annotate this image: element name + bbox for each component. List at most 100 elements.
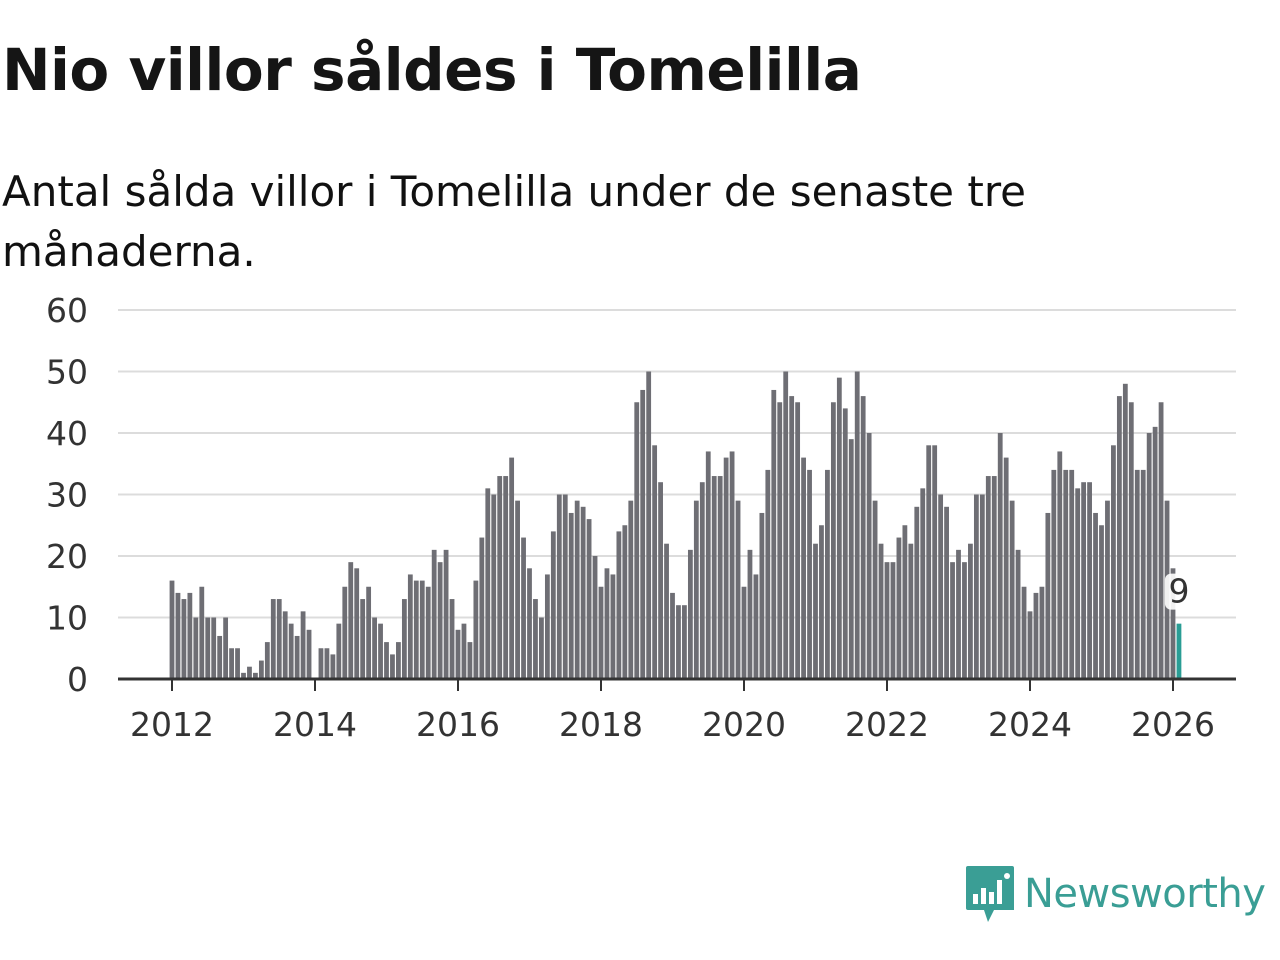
- bar: [664, 543, 669, 679]
- bar: [562, 494, 568, 679]
- bar: [223, 617, 229, 679]
- bar: [1140, 469, 1146, 679]
- bar: [533, 599, 538, 679]
- bar: [300, 611, 306, 679]
- bar: [521, 537, 526, 679]
- bar: [461, 623, 467, 679]
- bar: [515, 500, 520, 679]
- bar: [765, 469, 771, 679]
- bar: [330, 654, 336, 679]
- bar: [175, 592, 181, 679]
- bar: [693, 500, 699, 679]
- bar: [628, 500, 634, 679]
- bar: [878, 543, 884, 679]
- x-tick-label: 2014: [273, 705, 357, 744]
- bar: [1033, 592, 1039, 679]
- bar: [527, 568, 532, 679]
- bar: [1105, 500, 1110, 679]
- bar: [1057, 451, 1063, 679]
- bar: [1146, 433, 1152, 679]
- bar: [1099, 525, 1104, 679]
- bar: [193, 617, 199, 679]
- bar: [1116, 396, 1122, 679]
- bar: [598, 586, 604, 679]
- data-label: 9: [1168, 572, 1189, 611]
- bar: [860, 396, 866, 679]
- bar: [1021, 586, 1027, 679]
- bar: [836, 377, 842, 679]
- bar: [699, 482, 705, 679]
- bar: [497, 476, 503, 679]
- bar: [771, 389, 777, 679]
- bar: [854, 371, 860, 679]
- bar: [801, 457, 806, 679]
- bar: [1003, 457, 1009, 679]
- bar: [264, 642, 270, 679]
- x-tick-label: 2016: [416, 705, 500, 744]
- bar: [842, 408, 848, 679]
- bar: [735, 500, 741, 679]
- bar: [354, 568, 360, 679]
- bar: [556, 494, 562, 679]
- bar: [372, 617, 377, 679]
- bar: [419, 580, 425, 679]
- bar: [866, 433, 872, 679]
- bar: [199, 586, 205, 679]
- bar: [908, 543, 914, 679]
- bar: [938, 494, 944, 679]
- bar: [205, 617, 211, 679]
- bar: [407, 574, 413, 679]
- bar: [217, 635, 223, 679]
- bar: [425, 586, 431, 679]
- bar: [401, 599, 407, 679]
- y-tick-label: 40: [46, 414, 88, 453]
- bar: [449, 599, 455, 679]
- y-tick-label: 30: [46, 476, 88, 515]
- bar: [723, 457, 729, 679]
- bar-highlight: [1176, 623, 1182, 679]
- bar: [1063, 469, 1069, 679]
- bar: [485, 488, 491, 679]
- bar: [962, 562, 967, 679]
- bar: [825, 469, 830, 679]
- bar: [747, 549, 753, 679]
- bar: [687, 549, 693, 679]
- y-axis-ticks: 0 10 20 30 40 50 60: [46, 291, 88, 699]
- bar: [920, 488, 926, 679]
- bar: [336, 623, 342, 679]
- x-tick-label: 2022: [845, 705, 929, 744]
- bar: [1075, 488, 1081, 679]
- bar: [819, 525, 824, 679]
- bar: [544, 574, 550, 679]
- bar: [270, 599, 276, 679]
- bar: [437, 562, 443, 679]
- chart-subtitle: Antal sålda villor i Tomelilla under de …: [2, 167, 1027, 276]
- bar: [658, 482, 663, 679]
- bar: [431, 549, 437, 679]
- bar: [705, 451, 711, 679]
- bar: [384, 642, 389, 679]
- bar: [1045, 512, 1051, 679]
- bar: [1093, 512, 1098, 679]
- bar: [366, 586, 372, 679]
- bar: [1027, 611, 1033, 679]
- chart-title: Nio villor såldes i Tomelilla: [2, 36, 862, 104]
- bar: [1039, 586, 1045, 679]
- bar: [985, 476, 991, 679]
- bar: [652, 445, 658, 679]
- bar: [276, 599, 282, 679]
- bar: [390, 654, 395, 679]
- bar: [634, 402, 640, 679]
- bar: [807, 469, 812, 679]
- bar: [759, 512, 765, 679]
- bar: [479, 537, 485, 679]
- bar: [914, 506, 920, 679]
- newsworthy-logo[interactable]: Newsworthy: [964, 864, 1266, 924]
- bar: [348, 562, 354, 679]
- y-tick-label: 10: [46, 599, 88, 638]
- bar: [550, 531, 556, 679]
- bar: [1087, 482, 1092, 679]
- bar: [610, 574, 616, 679]
- bar: [235, 648, 240, 679]
